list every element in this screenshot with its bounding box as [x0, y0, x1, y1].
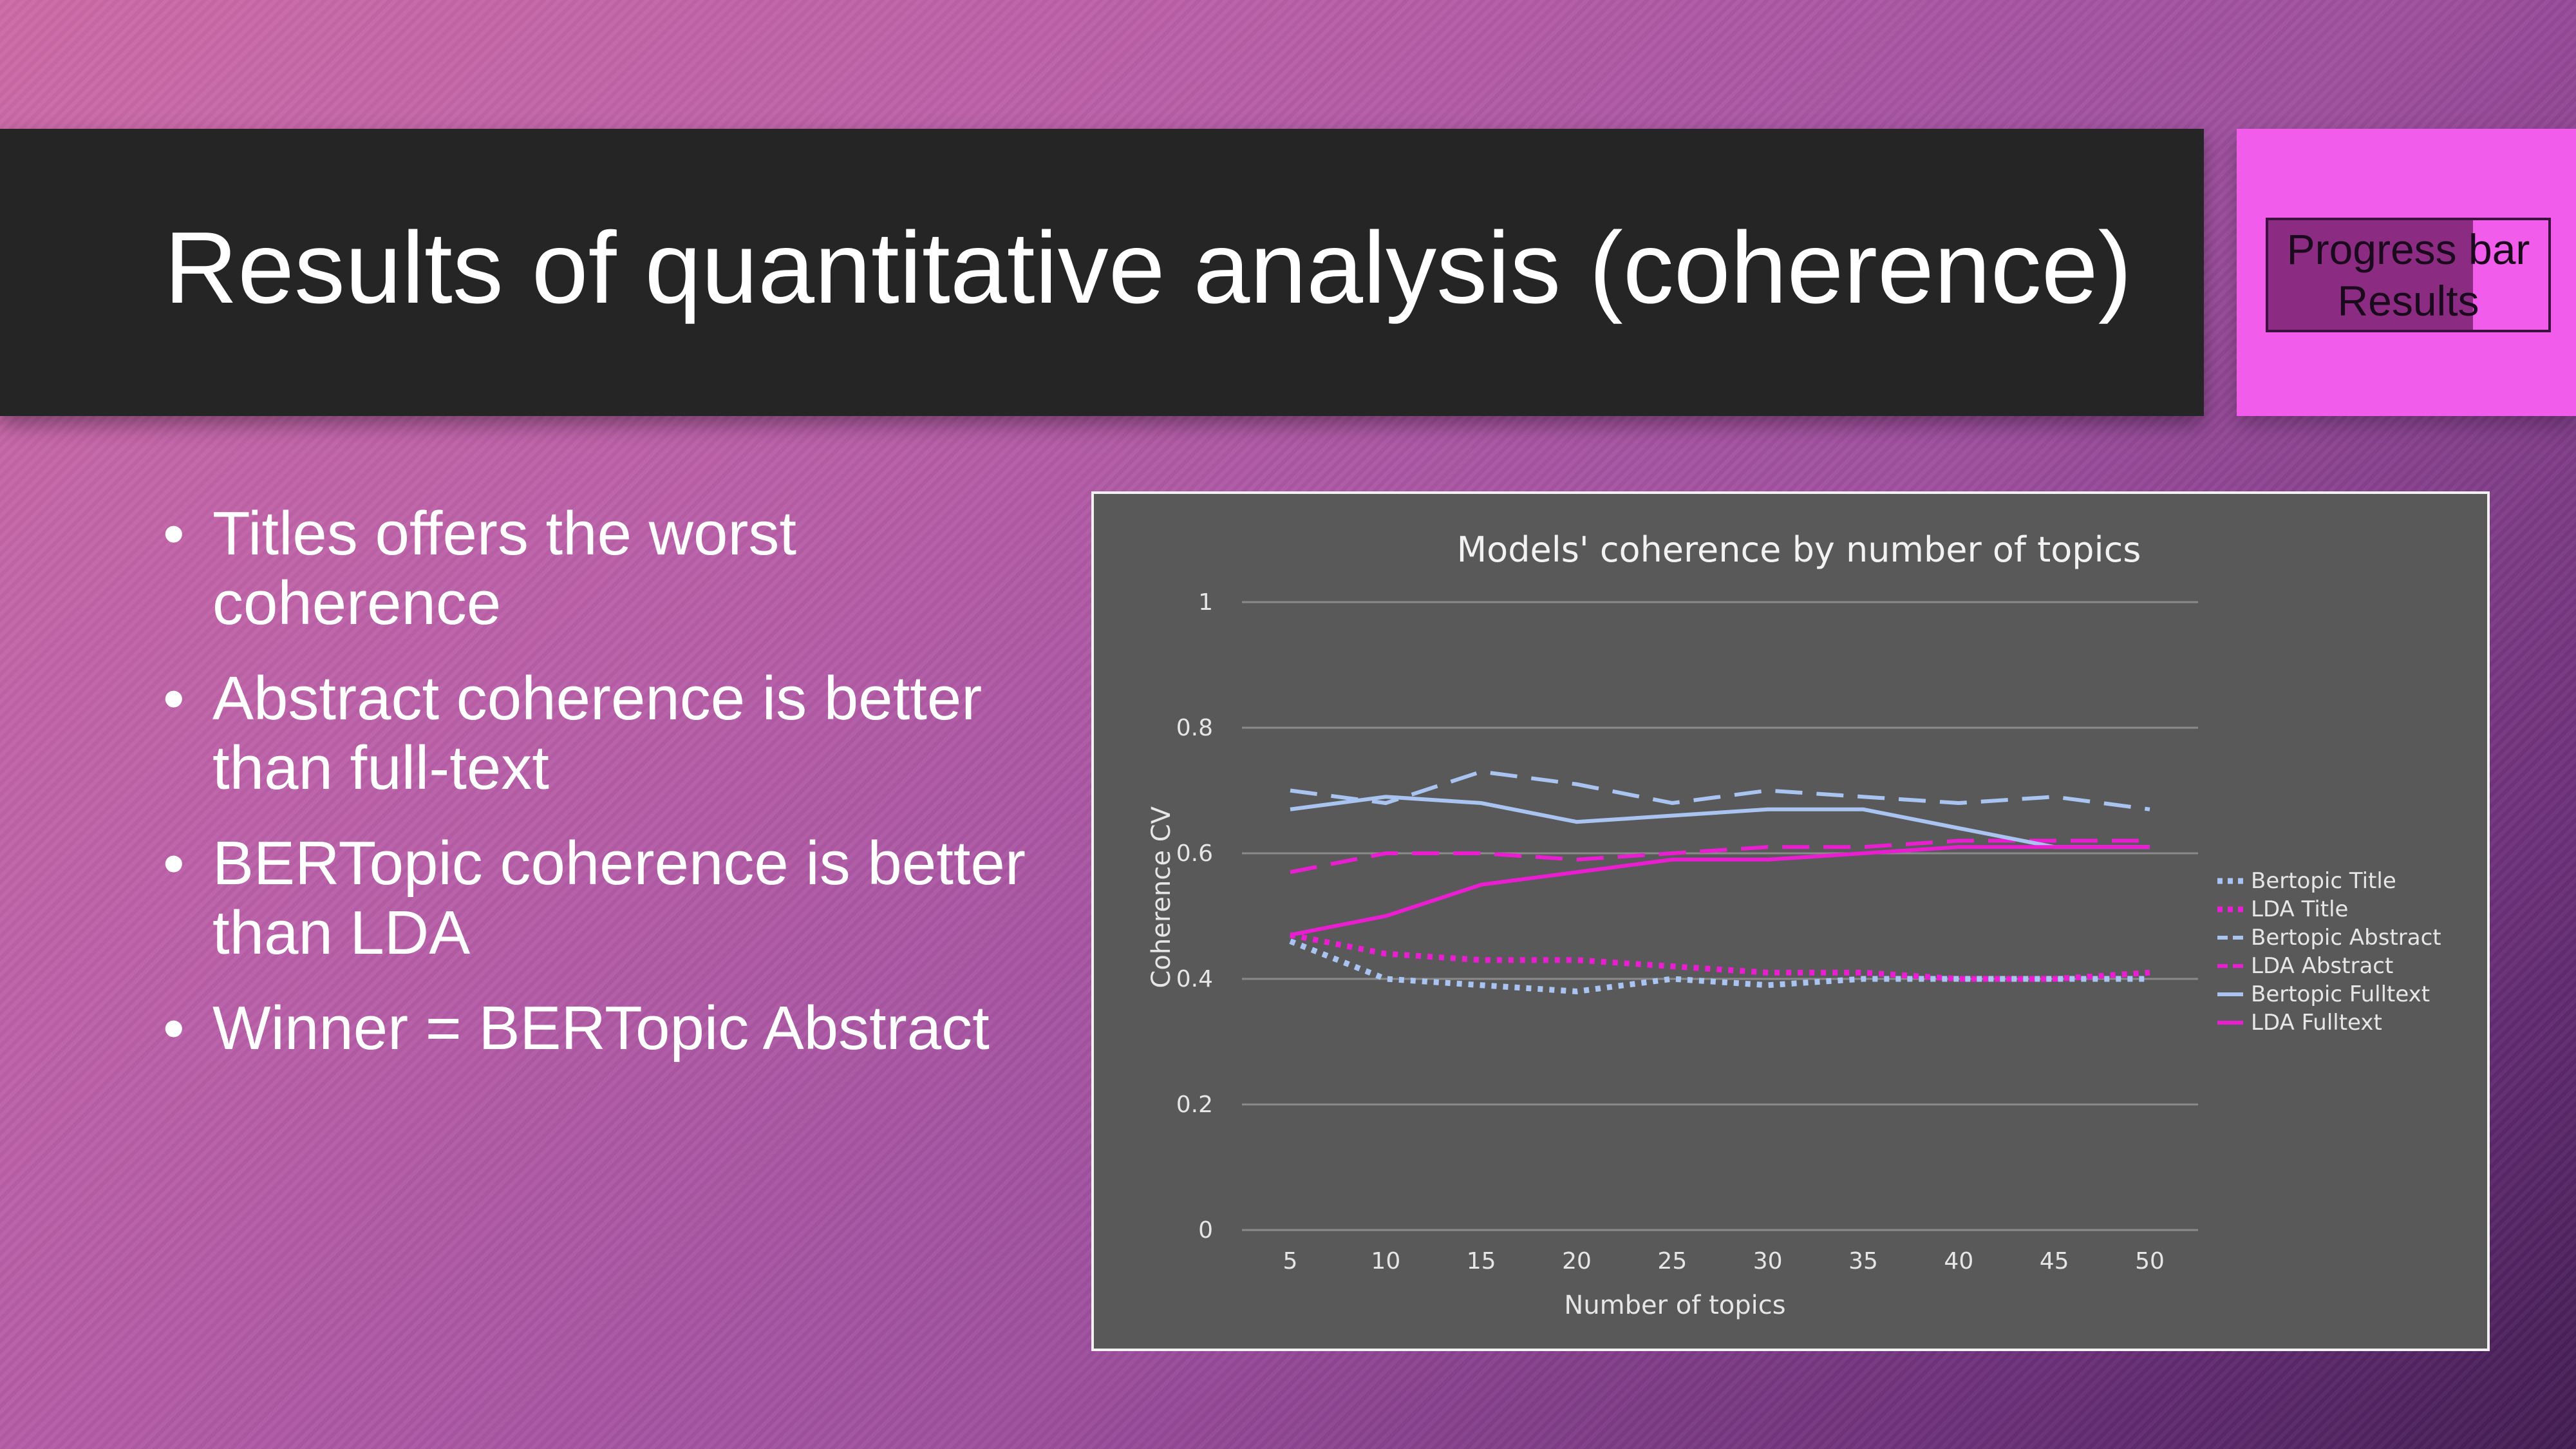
series-line-lda-abstract [1290, 838, 2150, 875]
progress-bar: Progress bar Results [2266, 218, 2551, 332]
x-tick-label: 30 [1753, 1248, 1783, 1274]
legend-label: LDA Fulltext [2251, 1010, 2382, 1036]
series-line-bertopic-fulltext [1290, 795, 2150, 849]
y-tick-label: 0 [1198, 1217, 1213, 1244]
chart-title: Models' coherence by number of topics [1457, 529, 2141, 570]
x-tick-label: 5 [1283, 1248, 1298, 1274]
chart-frame: Models' coherence by number of topics 0 0.… [1091, 491, 2490, 1351]
progress-bar-label-line1: Progress bar [2286, 225, 2530, 273]
y-tick-label: 1 [1198, 589, 1213, 616]
y-tick-label: 0.2 [1176, 1092, 1213, 1118]
bullet-item: BERTopic coherence is better than LDA [158, 829, 1059, 968]
legend-label: Bertopic Title [2251, 868, 2396, 894]
bullet-list: Titles offers the worst coherence Abstra… [158, 499, 1059, 1089]
y-tick-label: 0.6 [1176, 840, 1213, 867]
x-tick-label: 20 [1562, 1248, 1592, 1274]
y-tick-label: 0.4 [1176, 966, 1213, 992]
legend-label: LDA Abstract [2251, 953, 2393, 979]
bullet-item: Winner = BERTopic Abstract [158, 994, 1059, 1063]
bullet-item: Titles offers the worst coherence [158, 499, 1059, 638]
series-line-bertopic-abstract [1290, 770, 2150, 811]
coherence-line-chart: Models' coherence by number of topics 0 0.… [1147, 529, 2441, 1320]
legend-label: Bertopic Fulltext [2251, 981, 2430, 1007]
legend-label: Bertopic Abstract [2251, 925, 2441, 951]
y-tick-label: 0.8 [1176, 715, 1213, 741]
series-line-bertopic-title [1289, 938, 2150, 995]
title-bar: Results of quantitative analysis (cohere… [0, 129, 2204, 416]
series-line-lda-title [1290, 932, 2150, 982]
progress-bar-label-line2: Results [2337, 277, 2479, 325]
progress-panel: Progress bar Results [2237, 129, 2576, 416]
x-tick-label: 25 [1657, 1248, 1687, 1274]
x-tick-label: 45 [2040, 1248, 2069, 1274]
bullet-item: Abstract coherence is better than full-t… [158, 664, 1059, 803]
legend-label: LDA Title [2251, 896, 2348, 922]
y-axis-label: Coherence CV [1147, 806, 1176, 988]
slide-title: Results of quantitative analysis (cohere… [164, 211, 2132, 325]
progress-bar-label: Progress bar Results [2268, 223, 2548, 327]
x-tick-label: 15 [1467, 1248, 1496, 1274]
series-line-lda-fulltext [1290, 845, 2150, 937]
x-tick-label: 10 [1371, 1248, 1400, 1274]
x-tick-label: 35 [1848, 1248, 1878, 1274]
x-axis-label: Number of topics [1564, 1291, 1785, 1320]
x-tick-label: 40 [1944, 1248, 1973, 1274]
x-tick-label: 50 [2135, 1248, 2165, 1274]
progress-bar-fill [2268, 220, 2473, 330]
